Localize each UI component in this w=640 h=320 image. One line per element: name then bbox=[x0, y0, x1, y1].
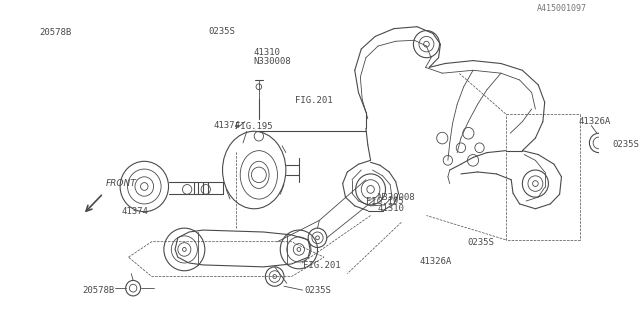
Text: 41326A: 41326A bbox=[578, 117, 611, 126]
Text: 0235S: 0235S bbox=[468, 238, 495, 247]
Text: 0235S: 0235S bbox=[209, 27, 236, 36]
Text: 41326A: 41326A bbox=[420, 257, 452, 266]
Text: 20578B: 20578B bbox=[39, 28, 71, 36]
Text: 41310: 41310 bbox=[253, 48, 280, 57]
Text: FIG.195: FIG.195 bbox=[366, 196, 404, 205]
Text: N330008: N330008 bbox=[377, 193, 415, 202]
Text: FIG.201: FIG.201 bbox=[303, 261, 340, 270]
Text: 41374: 41374 bbox=[213, 121, 240, 130]
Text: A415001097: A415001097 bbox=[537, 4, 587, 13]
Text: 20578B: 20578B bbox=[83, 286, 115, 295]
Text: FIG.201: FIG.201 bbox=[295, 96, 332, 105]
Text: FIG.195: FIG.195 bbox=[235, 122, 273, 131]
Text: 0235S: 0235S bbox=[612, 140, 639, 149]
Text: 41310: 41310 bbox=[377, 204, 404, 213]
Text: 0235S: 0235S bbox=[305, 286, 332, 295]
Text: N330008: N330008 bbox=[253, 57, 291, 66]
Text: FRONT: FRONT bbox=[106, 180, 137, 188]
Text: 41374: 41374 bbox=[122, 207, 148, 216]
